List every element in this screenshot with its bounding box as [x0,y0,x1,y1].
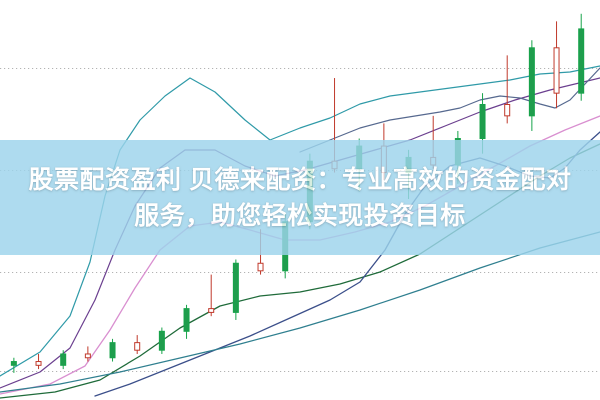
promo-text-line-2: 服务，助您轻松实现投资目标 [134,201,466,230]
candlestick [183,304,190,339]
candlestick [553,21,560,109]
candlestick [208,274,215,317]
candlestick [134,335,141,354]
candlestick [10,357,17,373]
ma-lowband-teal [0,231,600,393]
candlestick [109,338,116,362]
candlestick [35,353,42,370]
promo-text-line-1: 股票配资盈利 贝德来配资：专业高效的资金配对 [28,165,572,194]
candlestick [84,346,91,362]
candlestick [158,327,165,354]
candlestick [578,13,585,101]
candlestick [504,55,511,124]
promo-text-banner: 股票配资盈利 贝德来配资：专业高效的资金配对 服务，助您轻松实现投资目标 [0,140,600,255]
ma-slate-upper [299,67,600,153]
candlestick [232,259,239,320]
candlestick [528,40,535,131]
candlestick [60,350,67,370]
